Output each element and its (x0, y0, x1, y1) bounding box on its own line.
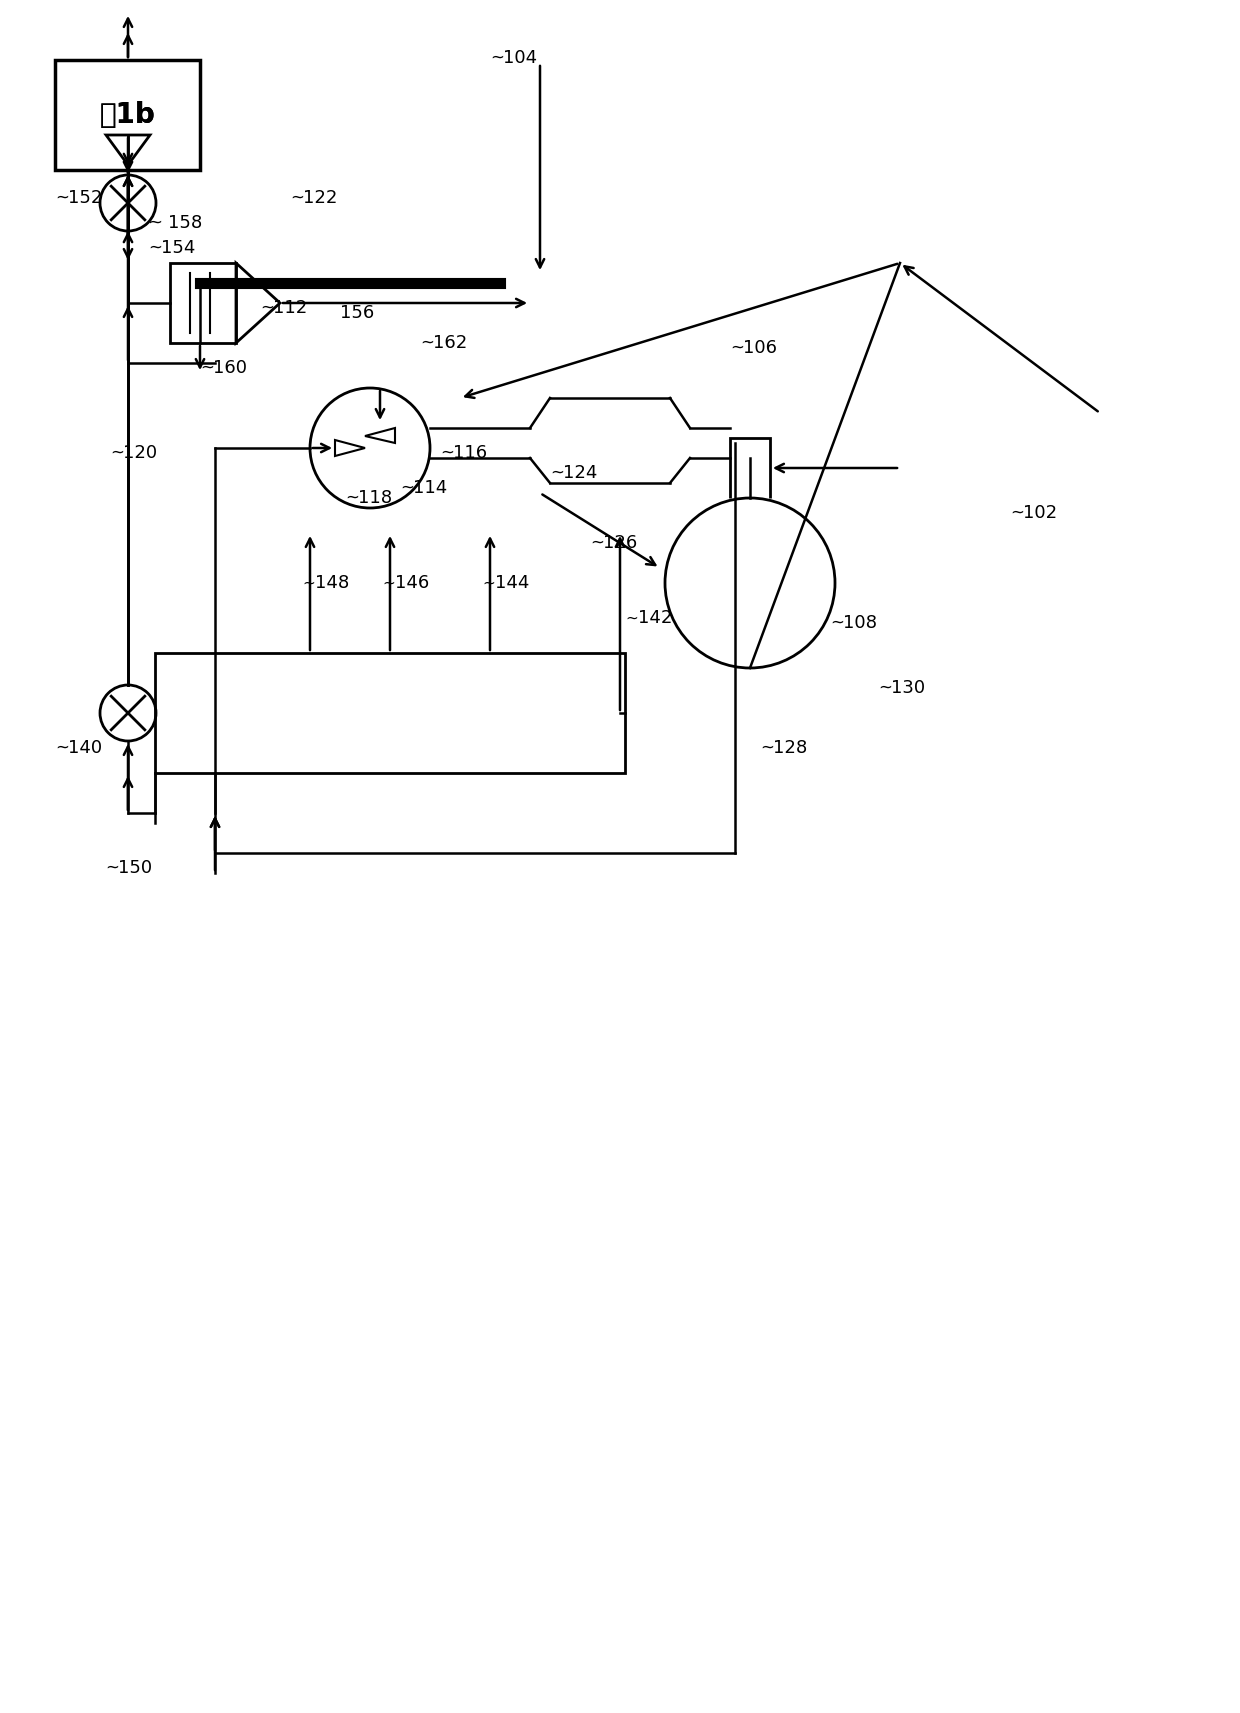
Text: ~: ~ (110, 444, 124, 463)
Text: ~: ~ (1011, 504, 1024, 522)
Text: ~: ~ (148, 214, 162, 231)
Text: 146: 146 (396, 574, 429, 593)
Text: ~: ~ (440, 444, 454, 463)
Text: ~: ~ (260, 300, 274, 317)
FancyBboxPatch shape (170, 264, 236, 343)
Text: 160: 160 (213, 360, 247, 377)
Text: 114: 114 (413, 480, 448, 497)
Text: ~: ~ (345, 488, 358, 507)
Text: ~: ~ (551, 464, 564, 481)
Text: 144: 144 (495, 574, 529, 593)
Text: 154: 154 (161, 240, 196, 257)
Text: ~: ~ (490, 50, 503, 67)
Text: 102: 102 (1023, 504, 1058, 522)
FancyBboxPatch shape (55, 60, 200, 170)
Text: 图1b: 图1b (99, 101, 155, 128)
Text: ~: ~ (200, 360, 213, 377)
Text: 128: 128 (773, 738, 807, 757)
Text: ~: ~ (760, 738, 774, 757)
Text: ~: ~ (878, 678, 892, 697)
Text: 126: 126 (603, 534, 637, 552)
Text: ~: ~ (382, 576, 394, 591)
Text: ~: ~ (482, 576, 495, 591)
Text: 118: 118 (358, 488, 392, 507)
Text: 116: 116 (453, 444, 487, 463)
Text: 108: 108 (843, 613, 877, 632)
Text: ~: ~ (830, 613, 844, 632)
Text: 156: 156 (340, 303, 374, 322)
Text: ~: ~ (148, 240, 162, 257)
Text: ~: ~ (590, 534, 604, 552)
Text: 104: 104 (503, 50, 537, 67)
Text: 120: 120 (123, 444, 157, 463)
Text: ~: ~ (730, 339, 744, 356)
Text: ~: ~ (55, 738, 69, 757)
Text: 152: 152 (68, 188, 103, 207)
Text: ~: ~ (303, 576, 315, 591)
FancyBboxPatch shape (155, 653, 625, 773)
Text: 142: 142 (639, 610, 672, 627)
Text: ~: ~ (105, 858, 119, 877)
Text: 158: 158 (167, 214, 202, 231)
Text: 112: 112 (273, 300, 308, 317)
Text: ~: ~ (290, 188, 304, 207)
Text: 122: 122 (303, 188, 337, 207)
Text: 图1b: 图1b (99, 101, 155, 128)
Text: ~: ~ (55, 188, 69, 207)
Text: 140: 140 (68, 738, 102, 757)
Text: 130: 130 (892, 678, 925, 697)
Text: 124: 124 (563, 464, 598, 481)
Text: ~: ~ (420, 334, 434, 351)
Text: ~: ~ (625, 612, 637, 625)
Text: 148: 148 (315, 574, 350, 593)
Text: 162: 162 (433, 334, 467, 351)
FancyBboxPatch shape (55, 60, 200, 170)
Text: 106: 106 (743, 339, 777, 356)
Text: 150: 150 (118, 858, 153, 877)
Text: ~: ~ (401, 480, 414, 497)
